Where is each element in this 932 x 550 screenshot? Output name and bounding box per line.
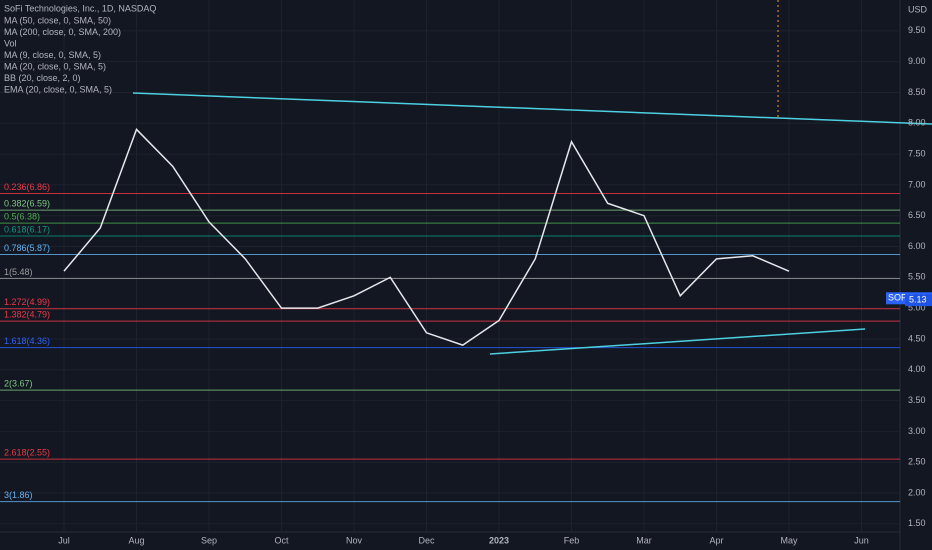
fib-label: 0.618(6.17) — [4, 224, 50, 234]
fib-label: 1.618(4.36) — [4, 336, 50, 346]
trendline-lower — [489, 328, 866, 355]
y-tick-label: 7.50 — [908, 148, 926, 158]
price-line — [63, 128, 790, 346]
indicator-label: MA (50, close, 0, SMA, 50) — [4, 15, 111, 25]
x-tick-label: Aug — [128, 535, 144, 545]
fib-label: 0.236(6.86) — [4, 182, 50, 192]
indicator-label: BB (20, close, 2, 0) — [4, 73, 81, 83]
fib-label: 1.382(4.79) — [4, 309, 50, 319]
indicator-label: EMA (20, close, 0, SMA, 5) — [4, 84, 112, 94]
indicator-label: Vol — [4, 38, 17, 48]
y-tick-label: 4.50 — [908, 333, 926, 343]
chart-title: SoFi Technologies, Inc., 1D, NASDAQ — [4, 3, 156, 13]
indicator-label: MA (200, close, 0, SMA, 200) — [4, 27, 121, 37]
indicator-label: MA (20, close, 0, SMA, 5) — [4, 61, 106, 71]
y-tick-label: 1.50 — [908, 518, 926, 528]
y-tick-label: 8.50 — [908, 87, 926, 97]
x-tick-label: Feb — [564, 535, 580, 545]
fib-label: 2(3.67) — [4, 378, 33, 388]
y-tick-label: 9.50 — [908, 25, 926, 35]
fib-label: 0.382(6.59) — [4, 199, 50, 209]
x-tick-label: Sep — [201, 535, 217, 545]
y-tick-label: 7.00 — [908, 179, 926, 189]
y-tick-label: 2.50 — [908, 457, 926, 467]
fib-label: 1(5.48) — [4, 267, 33, 277]
x-tick-label: Mar — [636, 535, 652, 545]
y-tick-label: 3.50 — [908, 395, 926, 405]
y-tick-label: 5.00 — [908, 303, 926, 313]
fib-label: 3(1.86) — [4, 490, 33, 500]
last-price-symbol: SOFI — [888, 293, 909, 303]
y-tick-label: 2.00 — [908, 487, 926, 497]
x-tick-label: Nov — [346, 535, 363, 545]
x-tick-label: Dec — [418, 535, 435, 545]
y-tick-label: 3.00 — [908, 426, 926, 436]
currency: USD — [908, 4, 928, 14]
y-tick-label: 6.50 — [908, 210, 926, 220]
indicator-label: MA (9, close, 0, SMA, 5) — [4, 50, 101, 60]
plot — [0, 0, 900, 532]
x-tick-label: May — [780, 535, 798, 545]
y-tick-label: 4.00 — [908, 364, 926, 374]
x-tick-label: Apr — [709, 535, 723, 545]
fib-label: 0.5(6.38) — [4, 211, 40, 221]
x-tick-label: Oct — [274, 535, 289, 545]
y-tick-label: 6.00 — [908, 241, 926, 251]
x-tick-label: Jun — [854, 535, 869, 545]
y-tick-label: 5.50 — [908, 272, 926, 282]
y-tick-label: 8.00 — [908, 118, 926, 128]
fib-label: 1.272(4.99) — [4, 297, 50, 307]
x-tick-label: Jul — [58, 535, 70, 545]
prev-price-badge — [905, 294, 932, 307]
fib-label: 2.618(2.55) — [4, 448, 50, 458]
fib-label: 0.786(5.87) — [4, 243, 50, 253]
prev-price-value: 5.13 — [909, 295, 927, 305]
y-tick-label: 9.00 — [908, 56, 926, 66]
x-tick-label: 2023 — [489, 535, 509, 545]
trendline-upper — [132, 92, 932, 125]
